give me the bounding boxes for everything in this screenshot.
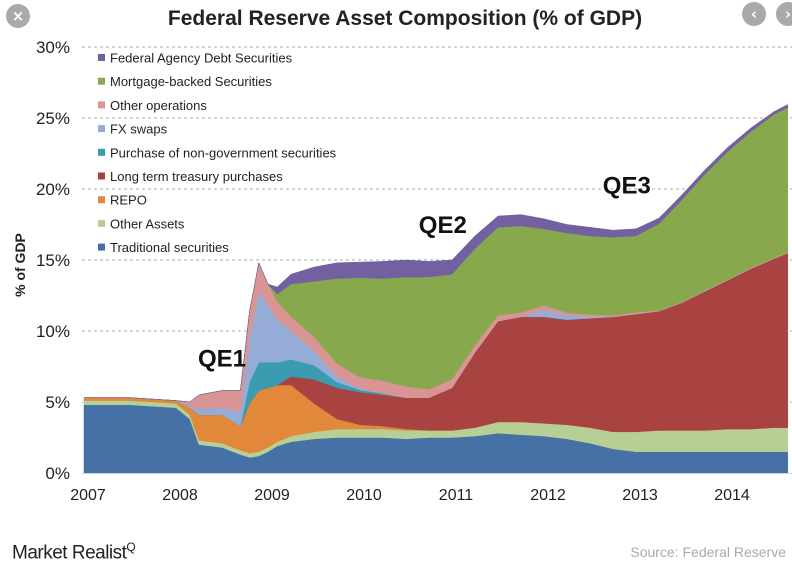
y-axis: 0% 5% 10% 15% 20% 25% 30% [36, 38, 70, 483]
close-icon: × [11, 7, 25, 25]
area-federal-agency-debt-securities [84, 104, 789, 403]
legend-swatch [98, 196, 105, 204]
y-tick-label: 10% [36, 322, 70, 341]
chevron-left-icon: ‹ [750, 5, 758, 23]
x-tick-label: 2010 [346, 487, 382, 504]
x-tick-label: 2012 [530, 487, 566, 504]
x-tick-label: 2011 [439, 487, 474, 504]
x-tick-label: 2008 [162, 487, 198, 504]
y-tick-label: 20% [36, 180, 70, 199]
legend-label: Purchase of non-government securities [110, 145, 337, 160]
legend-swatch [98, 125, 105, 133]
legend-swatch [98, 101, 105, 109]
legend-label: FX swaps [110, 122, 168, 137]
next-button[interactable]: › [776, 2, 792, 26]
annotation-qe1: QE1 [198, 346, 246, 373]
magnifier-icon: Q [126, 540, 136, 554]
x-tick-label: 2013 [622, 487, 658, 504]
legend: Federal Agency Debt Securities Mortgage-b… [98, 51, 337, 255]
previous-button[interactable]: ‹ [742, 2, 766, 26]
y-tick-label: 15% [36, 251, 70, 270]
legend-swatch [98, 77, 105, 85]
y-tick-label: 0% [45, 464, 70, 483]
legend-swatch [98, 219, 105, 227]
annotation-qe2: QE2 [419, 212, 467, 239]
legend-label: Mortgage-backed Securities [110, 74, 272, 89]
annotation-qe3: QE3 [603, 172, 651, 199]
x-tick-label: 2009 [254, 487, 290, 504]
legend-label: Traditional securities [110, 240, 229, 255]
legend-label: Other Assets [110, 216, 185, 231]
annotations: QE1 QE2 QE3 [198, 172, 651, 372]
legend-label: Other operations [110, 98, 207, 113]
source-note: Source: Federal Reserve [630, 544, 786, 560]
chevron-right-icon: › [784, 5, 792, 23]
x-axis: 2007 2008 2009 2010 2011 2012 2013 2014 [70, 487, 750, 504]
brand-name: Market Realist [12, 542, 127, 564]
legend-label: Federal Agency Debt Securities [110, 51, 293, 66]
area-series [82, 104, 792, 474]
y-tick-label: 5% [45, 393, 70, 412]
brand-logo: Market RealistQ [12, 540, 136, 564]
legend-swatch [98, 243, 105, 251]
chart-title: Federal Reserve Asset Composition (% of … [168, 7, 642, 30]
x-tick-label: 2007 [70, 487, 106, 504]
close-button[interactable]: × [6, 4, 30, 28]
y-tick-label: 25% [36, 109, 70, 128]
y-axis-label: % of GDP [12, 233, 28, 297]
legend-label: REPO [110, 193, 147, 208]
legend-swatch [98, 148, 105, 156]
legend-swatch [98, 172, 105, 180]
legend-swatch [98, 54, 105, 61]
x-tick-label: 2014 [714, 487, 750, 504]
legend-label: Long term treasury purchases [110, 169, 283, 184]
y-tick-label: 30% [36, 38, 70, 57]
